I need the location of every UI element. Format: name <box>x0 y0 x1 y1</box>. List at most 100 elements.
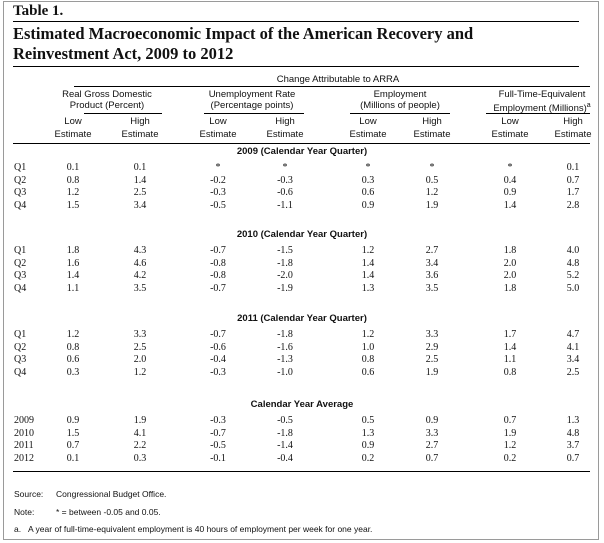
table-cell: 0.4 <box>503 174 517 186</box>
table-cell: 1.3 <box>361 427 375 439</box>
row-label: Q3 <box>14 270 27 281</box>
group-rule <box>84 113 162 114</box>
table-cell: 2.0 <box>133 354 147 365</box>
table-cell: 0.3 <box>66 366 80 378</box>
table-cell: 3.3 <box>425 329 439 340</box>
row-label: Q3 <box>14 187 27 198</box>
table-cell: 2.5 <box>133 187 147 198</box>
row-label: 2012 <box>14 452 34 464</box>
footnote: a. A year of full-time-equivalent employm… <box>14 524 372 534</box>
table-cell: 1.6 <box>66 257 80 269</box>
table-cell: 1.2 <box>133 366 147 378</box>
group-header-line-2: Employment (Millions)a <box>472 100 604 114</box>
table-cell: 0.1 <box>66 452 80 464</box>
table-cell: 2.0 <box>503 270 517 281</box>
table-cell: -1.3 <box>277 354 293 365</box>
row-label: 2011 <box>14 440 34 451</box>
table-cell: 0.2 <box>503 452 517 464</box>
table-cell: -1.8 <box>277 257 293 269</box>
table-frame <box>3 1 599 540</box>
table-cell: -0.3 <box>277 174 293 186</box>
estimate-header: Estimate <box>491 129 529 140</box>
table-cell: -0.1 <box>210 452 226 464</box>
table-cell: -0.4 <box>277 452 293 464</box>
group-header-text: (Percentage points) <box>210 100 294 111</box>
table-cell: 1.1 <box>66 282 80 294</box>
estimate-header: Estimate <box>266 129 304 140</box>
table-cell: 4.1 <box>133 427 147 439</box>
table-cell: 4.1 <box>566 341 580 353</box>
table-cell: 1.9 <box>503 427 517 439</box>
estimate-header: Estimate <box>54 129 92 140</box>
table-cell: -0.7 <box>210 427 226 439</box>
table-cell: -0.3 <box>210 366 226 378</box>
table-cell: -0.7 <box>210 245 226 256</box>
table-cell: -0.8 <box>210 270 226 281</box>
table-cell: 0.9 <box>361 440 375 451</box>
group-rule <box>350 113 450 114</box>
table-cell: -0.5 <box>277 415 293 426</box>
high-estimate-header: High <box>563 116 583 127</box>
table-cell: 1.7 <box>566 187 580 198</box>
table-cell: 3.6 <box>425 270 439 281</box>
table-cell: 0.7 <box>503 415 517 426</box>
table-cell: -0.8 <box>210 257 226 269</box>
table-cell: 3.4 <box>425 257 439 269</box>
table-cell: 0.7 <box>425 452 439 464</box>
group-header-text: Employment (Millions) <box>493 103 587 115</box>
table-cell: 1.9 <box>133 415 147 426</box>
table-cell: -1.8 <box>277 427 293 439</box>
table-cell: 3.4 <box>566 354 580 365</box>
note-text: * = between -0.05 and 0.05. <box>56 507 161 517</box>
table-cell: 1.4 <box>66 270 80 281</box>
group-header-text: (Millions of people) <box>360 100 440 111</box>
table-cell: 1.1 <box>503 354 517 365</box>
table-cell: 0.9 <box>503 187 517 198</box>
row-label: Q4 <box>14 366 27 378</box>
table-cell: 1.9 <box>425 366 439 378</box>
table-cell: 1.8 <box>503 245 517 256</box>
row-label: Q2 <box>14 341 27 353</box>
footnote-key: a. <box>14 524 22 534</box>
table-cell: 2.5 <box>425 354 439 365</box>
estimate-header: Estimate <box>349 129 387 140</box>
table-cell: -1.6 <box>277 341 293 353</box>
table-cell: 1.4 <box>503 199 517 211</box>
table-cell: -1.4 <box>277 440 293 451</box>
table-cell: * <box>215 162 221 173</box>
table-cell: 1.2 <box>361 245 375 256</box>
footnote-text: A year of full-time-equivalent employmen… <box>28 524 373 534</box>
table-cell: 1.0 <box>361 341 375 353</box>
row-label: Q2 <box>14 174 27 186</box>
table-cell: 1.8 <box>503 282 517 294</box>
note-key: Note: <box>14 507 35 517</box>
table-cell: -1.5 <box>277 245 293 256</box>
header-bottom-rule <box>13 143 590 144</box>
row-label: Q3 <box>14 354 27 365</box>
table-cell: 4.0 <box>566 245 580 256</box>
table-bottom-rule <box>13 471 590 472</box>
table-cell: 0.6 <box>361 187 375 198</box>
table-cell: 2.8 <box>566 199 580 211</box>
high-estimate-header: High <box>422 116 442 127</box>
table-cell: 0.1 <box>133 162 147 173</box>
table-title-line-2: Reinvestment Act, 2009 to 2012 <box>13 44 234 63</box>
table-cell: -0.7 <box>210 282 226 294</box>
note: Note: * = between -0.05 and 0.05. <box>14 507 161 517</box>
group-rule <box>204 113 304 114</box>
table-cell: * <box>507 162 513 173</box>
table-cell: 5.0 <box>566 282 580 294</box>
table-cell: -0.4 <box>210 354 226 365</box>
table-cell: 0.8 <box>66 174 80 186</box>
table-cell: 0.2 <box>361 452 375 464</box>
group-header-line-1: Employment <box>373 89 427 100</box>
table-cell: * <box>365 162 371 173</box>
row-label: 2009 <box>14 415 34 426</box>
table-cell: 3.5 <box>425 282 439 294</box>
table-title-line-1: Estimated Macroeconomic Impact of the Am… <box>13 24 474 43</box>
table-cell: -0.5 <box>210 199 226 211</box>
table-cell: 1.2 <box>66 329 80 340</box>
table-cell: 5.2 <box>566 270 580 281</box>
source-key: Source: <box>14 489 44 499</box>
table-cell: -2.0 <box>277 270 293 281</box>
